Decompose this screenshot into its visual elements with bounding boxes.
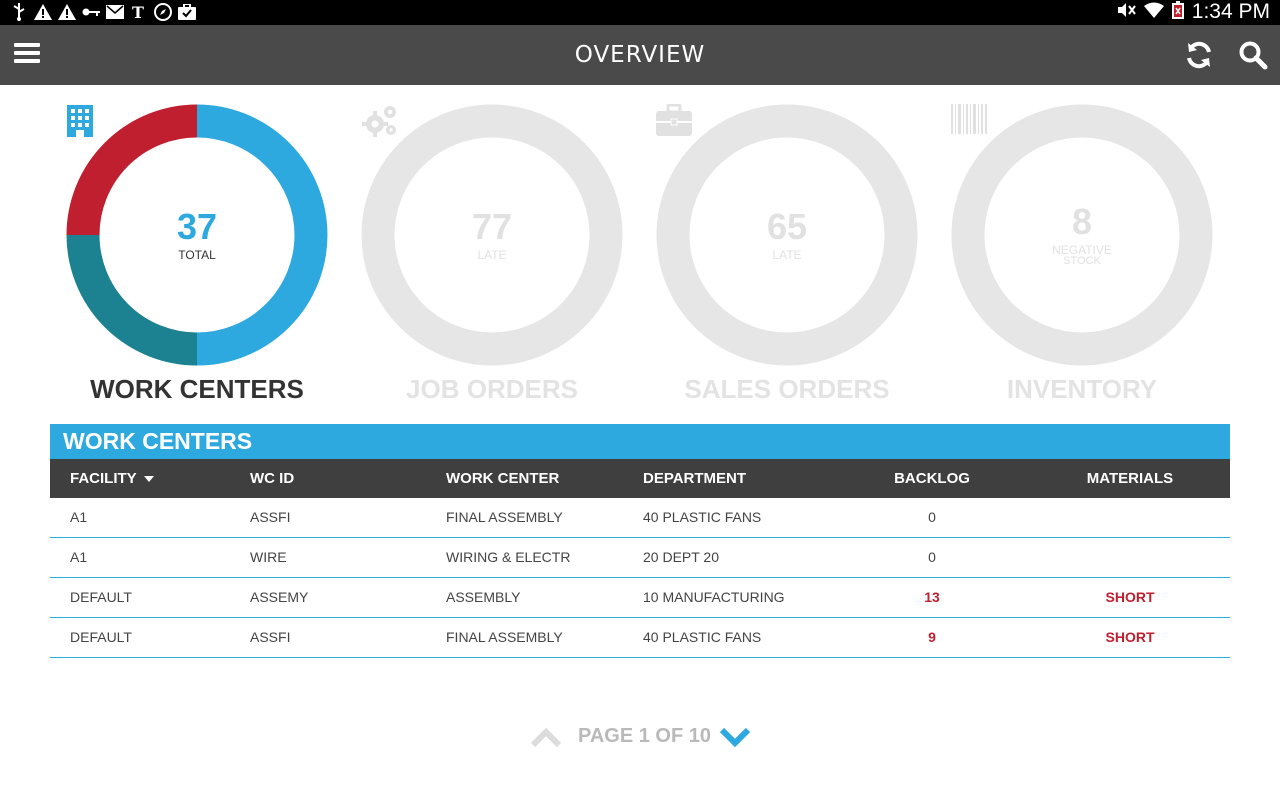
compass-icon [154,3,172,21]
work-centers-card[interactable]: 37 TOTAL WORK CENTERS [66,104,328,404]
sales-orders-count-caption: LATE [772,248,802,262]
work-centers-label: WORK CENTERS [90,374,304,404]
warning-icon [58,3,76,21]
inventory-count: 8 [1071,200,1093,242]
chevron-down-icon [719,727,751,748]
job-orders-summary: 77 LATE [361,104,623,366]
work-centers-summary: 37 TOTAL [66,104,328,366]
job-orders-ring [361,104,623,366]
inventory-ring [951,104,1213,366]
backlog-column-header[interactable]: BACKLOG [894,470,970,487]
sales-orders-card[interactable]: 65 LATE SALES ORDERS [656,104,918,404]
materials-short-badge: SHORT [1105,589,1155,605]
donut-segment-red [66,104,198,236]
job-orders-count: 77 [471,206,513,247]
warning-icon [34,3,52,21]
page-indicator: PAGE 1 OF 10 [578,725,712,747]
svg-text:T: T [132,4,144,20]
wc-id-cell: WIRE [250,549,287,565]
building-icon [67,105,93,137]
backlog-cell: 9 [928,629,936,645]
inventory-summary: 8 NEGATIVE STOCK [951,104,1213,366]
inventory-count-caption-line2: STOCK [1063,254,1101,267]
mute-icon [1116,2,1136,23]
work-centers-count-caption: TOTAL [178,248,216,262]
hamburger-icon [14,43,40,63]
department-column-header[interactable]: DEPARTMENT [643,470,747,487]
department-cell: 20 DEPT 20 [643,549,720,565]
table-row[interactable]: A1 ASSFI FINAL ASSEMBLY 40 PLASTIC FANS … [50,498,1230,538]
work-center-cell: ASSEMBLY [446,589,521,605]
barcode-icon [951,104,987,134]
usb-icon [10,3,28,21]
materials-column-header[interactable]: MATERIALS [1086,470,1174,487]
donut-segment-blue [196,104,328,366]
page-title: OVERVIEW [574,42,706,68]
sales-orders-ring [656,104,918,366]
chevron-up-icon [530,727,562,748]
materials-short-badge: SHORT [1105,629,1155,645]
mail-icon [106,3,124,21]
next-page-button[interactable] [719,726,751,748]
wc-id-cell: ASSEMY [250,589,309,605]
briefcase-icon [656,104,692,136]
status-bar: T 1:34 PM [0,0,1280,25]
work-center-cell: FINAL ASSEMBLY [446,629,563,645]
table-row[interactable]: DEFAULT ASSEMY ASSEMBLY 10 MANUFACTURING… [50,578,1230,618]
sales-orders-count: 65 [766,206,808,247]
battery-icon [1171,0,1184,24]
sort-down-icon [143,476,154,483]
inventory-label: INVENTORY [1006,374,1158,404]
sales-orders-summary: 65 LATE [656,104,918,366]
briefcase-check-icon [178,3,196,21]
pagination: PAGE 1 OF 10 [0,722,1280,752]
refresh-button[interactable] [1184,40,1214,70]
previous-page-button[interactable] [530,726,562,748]
table-row[interactable]: DEFAULT ASSFI FINAL ASSEMBLY 40 PLASTIC … [50,618,1230,658]
job-orders-label: JOB ORDERS [406,374,578,404]
job-orders-card[interactable]: 77 LATE JOB ORDERS [361,104,623,404]
facility-column-header[interactable]: FACILITY [70,470,154,487]
backlog-cell: 13 [924,589,940,605]
facility-cell: A1 [70,509,88,525]
system-icons: 1:34 PM [1116,0,1270,24]
search-icon [1239,41,1268,70]
facility-cell: A1 [70,549,88,565]
donut-segment-teal [66,234,198,366]
wc-id-cell: ASSFI [250,629,291,645]
wifi-icon [1143,2,1164,23]
news-icon: T [130,3,148,21]
sales-orders-label: SALES ORDERS [684,374,890,404]
notification-icons: T [10,3,196,21]
department-cell: 10 MANUFACTURING [643,589,785,605]
wc-id-cell: ASSFI [250,509,291,525]
table-header: FACILITY WC ID WORK CENTER DEPARTMENT BA… [50,459,1230,498]
facility-cell: DEFAULT [70,589,132,605]
menu-button[interactable] [14,41,40,69]
gears-icon [362,106,396,137]
refresh-icon [1187,41,1211,69]
job-orders-count-caption: LATE [477,248,507,262]
backlog-cell: 0 [928,549,936,565]
work-centers-donut [66,104,328,366]
search-button[interactable] [1238,40,1268,70]
action-bar: OVERVIEW [0,25,1280,85]
work-center-cell: WIRING & ELECTR [446,549,571,565]
work-center-cell: FINAL ASSEMBLY [446,509,563,525]
facility-cell: DEFAULT [70,629,132,645]
work-center-column-header[interactable]: WORK CENTER [446,470,560,487]
key-icon [82,3,100,21]
backlog-cell: 0 [928,509,936,525]
department-cell: 40 PLASTIC FANS [643,509,762,525]
wc-id-column-header[interactable]: WC ID [250,470,295,487]
status-time: 1:34 PM [1191,0,1270,23]
column-header-label: FACILITY [70,470,137,487]
table-row[interactable]: A1 WIRE WIRING & ELECTR 20 DEPT 20 0 [50,538,1230,578]
work-centers-count: 37 [176,206,218,247]
inventory-card[interactable]: 8 NEGATIVE STOCK INVENTORY [951,104,1213,404]
inventory-count-caption: NEGATIVE [1052,242,1112,257]
department-cell: 40 PLASTIC FANS [643,629,762,645]
work-centers-section-title: WORK CENTERS [50,424,1230,459]
